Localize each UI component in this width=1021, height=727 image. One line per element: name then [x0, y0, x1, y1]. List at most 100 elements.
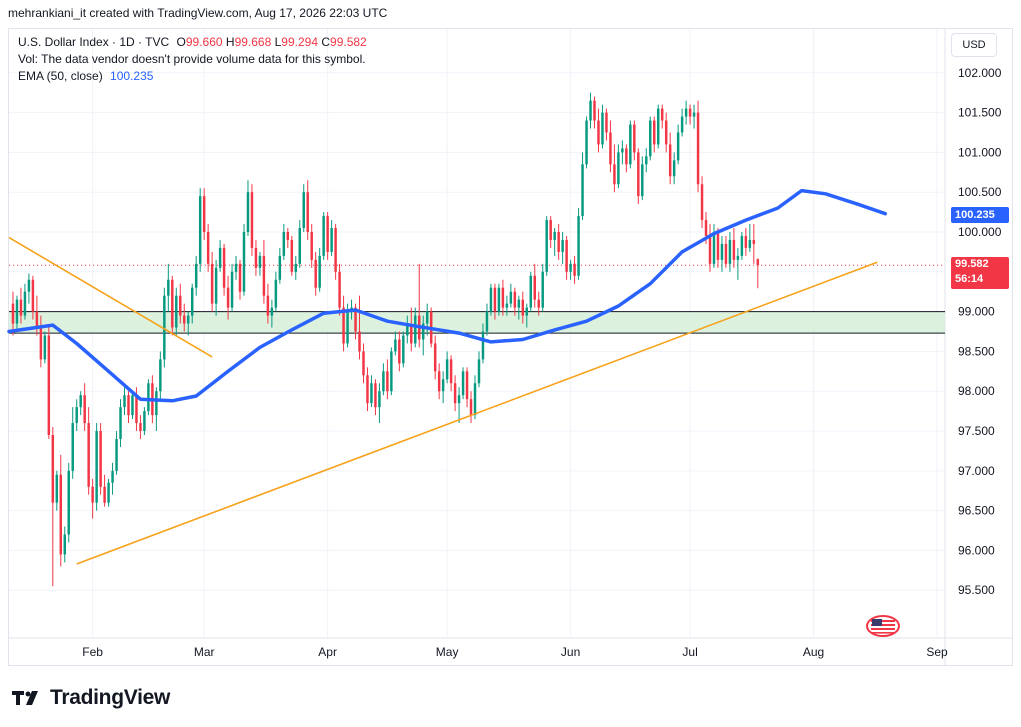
candle-body: [334, 228, 337, 272]
candle-body: [641, 164, 644, 197]
candle-body: [449, 359, 453, 384]
volume-note: Vol: The data vendor doesn't provide vol…: [18, 52, 366, 66]
candle-body: [31, 279, 35, 312]
candle-body: [629, 124, 632, 165]
candle-body: [11, 303, 15, 324]
candle-body: [374, 383, 377, 408]
chart-frame[interactable]: [8, 28, 1013, 666]
candle-body: [27, 279, 31, 292]
candle-body: [437, 371, 441, 392]
candle-body: [688, 108, 692, 117]
candle-body: [330, 228, 333, 252]
candle-body: [51, 435, 55, 503]
candle-body: [135, 395, 138, 424]
candle-body: [302, 192, 305, 229]
candle-body: [601, 112, 604, 145]
candle-body: [250, 192, 254, 248]
candle-body: [286, 232, 290, 240]
candle-body: [274, 279, 278, 308]
candle-body: [338, 271, 341, 308]
candle-body: [119, 407, 122, 439]
candle-body: [39, 327, 43, 360]
candle-body: [461, 371, 465, 396]
tradingview-logo-text: TradingView: [50, 686, 171, 709]
candle-body: [617, 152, 620, 185]
candle-body: [218, 247, 222, 268]
candle-body: [513, 291, 517, 308]
trendline-upper: [8, 236, 213, 358]
candle-body: [143, 411, 146, 432]
ohlc-open-label: O: [176, 35, 186, 49]
currency-button[interactable]: USD: [951, 33, 997, 57]
candle-body: [700, 184, 704, 221]
candle-body: [541, 271, 544, 308]
candle-body: [171, 279, 174, 328]
price-tick-label: 96.500: [958, 504, 995, 518]
candle-body: [469, 399, 473, 416]
last-price-value: 99.582: [955, 258, 989, 270]
candle-body: [501, 287, 505, 308]
candle-body: [258, 255, 262, 268]
candle-body: [441, 379, 445, 392]
symbol-name[interactable]: U.S. Dollar Index · 1D · TVC: [18, 35, 170, 49]
candle-body: [234, 263, 238, 272]
candle-body: [398, 339, 401, 364]
candle-body: [545, 220, 548, 272]
candle-body: [107, 482, 110, 503]
ema-50-line: [7, 188, 888, 403]
candle-body: [115, 438, 118, 471]
candle-body: [190, 287, 194, 316]
candle-body: [740, 235, 744, 256]
candle-body: [676, 132, 680, 161]
candle-body: [370, 383, 373, 404]
ohlc-close-value: 99.582: [330, 35, 367, 49]
candle-body: [696, 112, 700, 185]
candle-body: [653, 120, 656, 145]
candle-body: [633, 124, 636, 153]
candle-body: [210, 263, 214, 304]
tradingview-logo[interactable]: TradingView: [12, 686, 170, 710]
candle-body: [537, 299, 540, 308]
candle-body: [386, 371, 389, 392]
candle-body: [708, 235, 712, 264]
time-tick-label: Sep: [926, 645, 948, 659]
price-tick-label: 102.000: [958, 66, 1002, 80]
candle-body: [433, 343, 437, 372]
candle-body: [481, 331, 485, 360]
candle-body: [684, 108, 688, 117]
candle-body: [55, 474, 59, 503]
us-flag-icon[interactable]: [866, 614, 900, 638]
candle-body: [75, 407, 78, 424]
candle-body: [756, 259, 760, 266]
ema-price-badge: 100.235: [951, 207, 1009, 223]
candle-body: [553, 232, 556, 240]
candle-body: [394, 339, 397, 352]
candle-body: [561, 239, 564, 252]
candle-body: [155, 391, 158, 416]
candle-body: [175, 295, 178, 328]
candle-body: [91, 486, 94, 503]
price-tick-label: 99.000: [958, 305, 995, 319]
candle-body: [728, 239, 732, 264]
candle-body: [565, 239, 568, 272]
candle-body: [692, 112, 696, 117]
candle-body: [716, 232, 720, 260]
time-tick-label: Feb: [82, 645, 103, 659]
candle-body: [226, 287, 230, 308]
symbol-legend: U.S. Dollar Index · 1D · TVC O99.660 H99…: [18, 34, 367, 50]
ohlc-close-label: C: [321, 35, 331, 49]
candle-body: [79, 395, 82, 408]
candle-body: [19, 299, 23, 316]
candle-body: [186, 315, 190, 324]
candle-body: [521, 299, 525, 316]
candle-body: [382, 371, 385, 392]
ema-legend[interactable]: EMA (50, close) 100.235: [18, 68, 153, 84]
candle-body: [35, 311, 39, 328]
time-tick-label: May: [436, 645, 459, 659]
candle-body: [744, 235, 748, 248]
candle-body: [63, 534, 66, 555]
candle-body: [453, 383, 457, 404]
candle-body: [167, 279, 170, 296]
candle-body: [15, 299, 19, 324]
